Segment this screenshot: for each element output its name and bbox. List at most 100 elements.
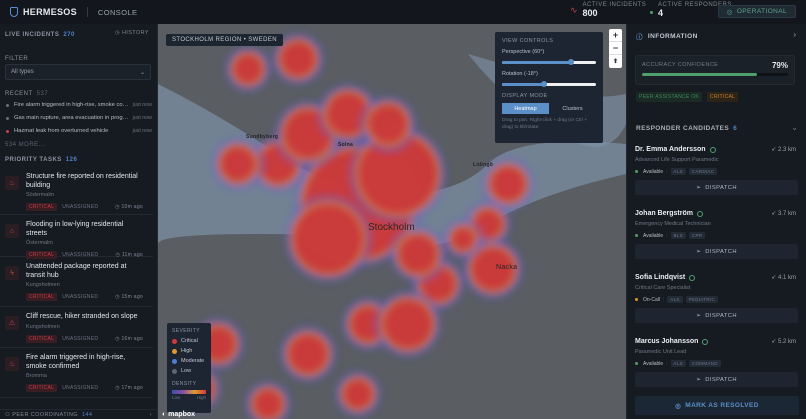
severity-dot-icon [6,116,9,120]
zoom-out-button[interactable]: − [609,42,622,55]
logo: HERMESOS [10,7,77,17]
rotation-slider[interactable] [502,81,596,87]
heat-blob [233,54,263,84]
send-icon: ➢ [696,248,702,255]
priority-tasks-title: PRIORITY TASKS 126 [5,157,78,163]
heatmap-mode-button[interactable]: Heatmap [502,103,549,114]
severity-badge: CRITICAL [26,384,58,392]
responder-candidate: Marcus Johansson ➶ 5.2 km Paramedic Unit L… [635,338,798,387]
chevron-right-icon: › [149,411,152,418]
verified-icon [702,338,709,345]
skill-tag: ALS [667,296,683,303]
legend-swatch [172,348,177,354]
status-dot-icon [635,362,638,365]
task-time: ◷ 17m ago [115,385,143,391]
heat-blob [368,104,408,144]
fire-icon: ♨ [5,357,19,371]
region-label: STOCKHOLM REGION • SWEDEN [166,34,284,46]
severity-badge: CRITICAL [26,203,58,211]
place-label: Sundbyberg [246,134,279,140]
dispatch-button[interactable]: ➢ DISPATCH [635,180,798,195]
priority-task-item[interactable]: ⚠ Cliff rescue, hiker stranded on slope Ku… [0,307,153,348]
skill-tag: CARDIAC [688,168,718,175]
critical-badge: CRITICAL [707,92,739,102]
heat-blob [293,204,363,274]
recent-incident-item[interactable]: Gas main rupture, area evacuation in pro… [6,115,152,121]
clusters-mode-button[interactable]: Clusters [562,105,583,112]
chevron-down-icon[interactable]: ⌄ [791,123,798,132]
city-label: Stockholm [368,222,415,233]
task-time: ◷ 11m ago [115,252,143,258]
send-icon: ➢ [696,376,702,383]
assignment-status: UNASSIGNED [62,335,99,342]
heat-blob [383,299,433,349]
assignment-status: UNASSIGNED [62,294,99,300]
map-view[interactable]: Sundbyberg Solna Lidingö Stockholm Nacka… [158,24,626,419]
compass-button[interactable]: ⬆ [612,59,619,65]
severity-badge: CRITICAL [26,293,58,301]
recent-label: RECENT 537 [5,91,49,97]
responder-candidate: Dr. Emma Andersson ➶ 2.3 km Advanced Life … [635,146,798,195]
legend-item: High [172,348,206,354]
information-header[interactable]: ⓘ INFORMATION [636,32,698,42]
filter-label: FILTER [5,56,29,62]
distance: ➶ 2.3 km [771,147,796,153]
priority-task-item[interactable]: ♨ Fire alarm triggered in high-rise, smok… [0,348,153,398]
filter-select[interactable]: All types ⌄ [5,64,151,80]
heat-blob [326,92,370,136]
legend-item: Low [172,368,206,374]
density-gradient [172,390,206,394]
skill-tag: PEDIATRIC [685,296,719,303]
active-responders-stat: ACTIVE RESPONDERS 4 [650,2,732,18]
mark-resolved-button[interactable]: ◎ MARK AS RESOLVED [635,396,799,415]
check-circle-icon: ◎ [726,8,733,16]
place-label: Lidingö [473,162,494,168]
operational-status-button[interactable]: ◎ OPERATIONAL [717,5,796,18]
history-button[interactable]: ◷ HISTORY [114,30,149,36]
heat-blob [451,227,475,251]
dispatch-button[interactable]: ➢ DISPATCH [635,372,798,387]
priority-task-item[interactable]: ♨ Structure fire reported on residential … [0,167,153,215]
display-mode-toggle: Heatmap Clusters [502,103,596,114]
incidents-panel: LIVE INCIDENTS 270 ◷ HISTORY FILTER All t… [0,24,158,419]
perspective-slider[interactable] [502,59,596,65]
peer-coordinating-bar[interactable]: ⚇ PEER COORDINATING 144 › [0,409,158,419]
responder-candidate: Johan Bergström ➶ 3.7 km Emergency Medical… [635,210,798,259]
priority-task-item[interactable]: ⌂ Flooding in low-lying residential stree… [0,215,153,259]
verified-icon [696,210,703,217]
dispatch-button[interactable]: ➢ DISPATCH [635,308,798,323]
recent-incident-item[interactable]: Fire alarm triggered in high-rise, smoke… [6,102,152,108]
legend-item: Critical [172,338,206,344]
legend-swatch [172,358,177,364]
severity-badge: CRITICAL [26,334,58,343]
fire-icon: ♨ [5,176,19,190]
heat-blob [280,41,316,77]
dispatch-button[interactable]: ➢ DISPATCH [635,244,798,259]
warning-icon: ⚠ [5,316,19,330]
console-link[interactable]: CONSOLE [97,7,138,17]
heat-blob [358,134,438,214]
priority-task-item[interactable]: ϟ Unattended package reported at transit … [0,257,153,307]
peer-assistance-badge: PEER ASSISTANCE OK [636,92,703,102]
distance: ➶ 4.1 km [771,275,796,281]
task-time: ◷ 15m ago [115,294,143,300]
zoom-in-button[interactable]: + [609,29,622,42]
responder-candidate: Sofia Lindqvist ➶ 4.1 km Critical Care Spe… [635,274,798,323]
view-controls-panel: VIEW CONTROLS Perspective (60°) Rotation… [495,32,603,143]
more-link[interactable]: 534 MORE... [5,142,46,148]
chevron-right-icon[interactable]: › [793,30,796,39]
recent-incident-item[interactable]: Hazmat leak from overturned vehicle just … [6,128,152,134]
severity-dot-icon [6,129,9,133]
live-incidents-title: LIVE INCIDENTS 270 [5,32,75,38]
zoom-controls: + − ⬆ [609,29,622,68]
active-incidents-stat: ∿ ACTIVE INCIDENTS 800 [570,2,647,18]
heat-blob [220,146,256,182]
heatmap-layer [158,33,626,419]
skill-tag: ALS [670,168,686,175]
legend-swatch [172,338,177,344]
heat-blob [471,247,515,291]
shield-icon [10,7,18,17]
pulse-icon: ∿ [570,5,578,15]
status-dot-icon [635,170,638,173]
skill-tag: ALS [670,360,686,367]
